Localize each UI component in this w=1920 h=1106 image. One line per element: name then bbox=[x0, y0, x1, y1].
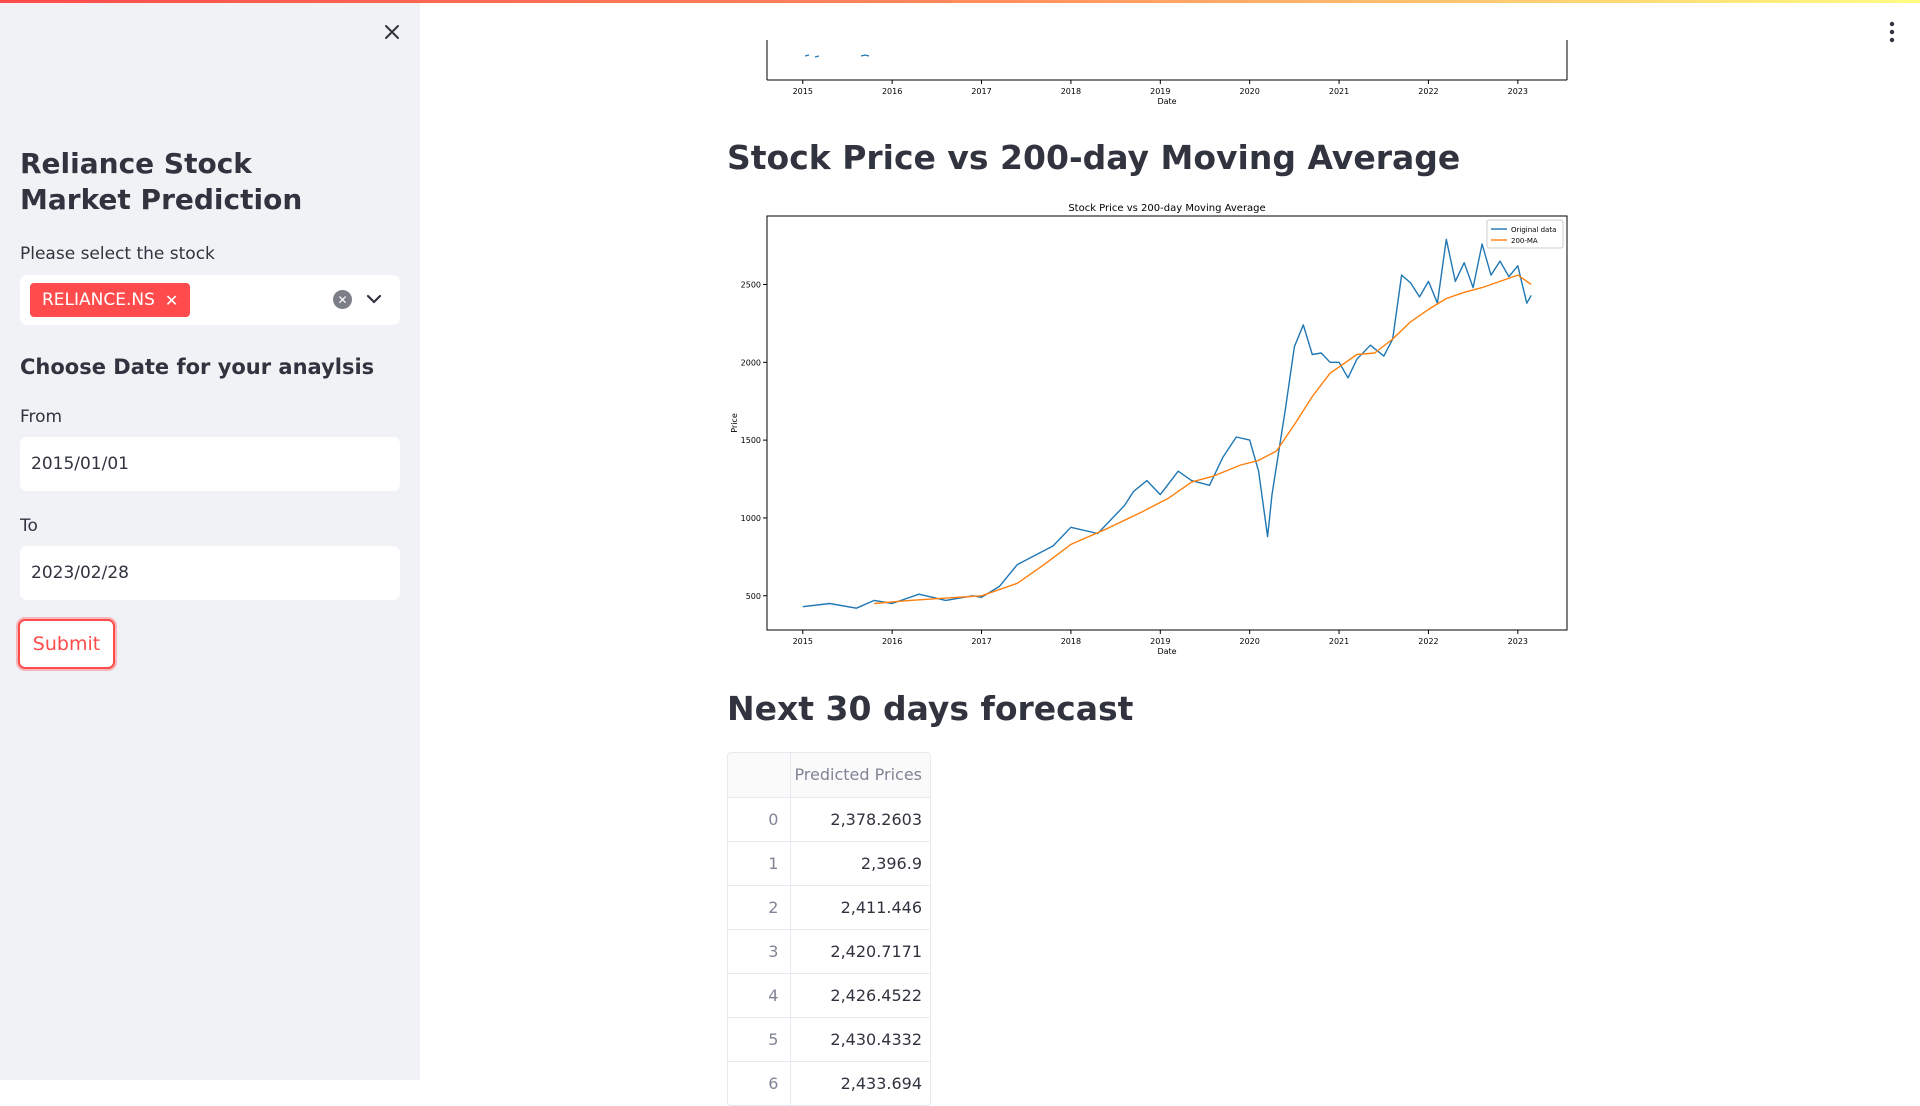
close-icon bbox=[385, 25, 399, 39]
row-index: 1 bbox=[728, 842, 792, 885]
x-tick-label: 2018 bbox=[1061, 87, 1081, 96]
row-index: 5 bbox=[728, 1018, 792, 1061]
series-line-200-ma bbox=[874, 274, 1532, 605]
x-tick-label: 2016 bbox=[882, 87, 902, 96]
date-section-heading: Choose Date for your anaylsis bbox=[20, 355, 375, 379]
x-tick-label: 2022 bbox=[1418, 87, 1438, 96]
from-date-input[interactable]: 2015/01/01 bbox=[20, 437, 400, 491]
x-tick-label: 2017 bbox=[971, 87, 991, 96]
legend-label: 200-MA bbox=[1511, 237, 1538, 245]
x-tick-label: 2021 bbox=[1329, 637, 1349, 646]
x-tick-label: 2022 bbox=[1418, 637, 1438, 646]
sidebar: Reliance Stock Market Prediction Please … bbox=[0, 0, 420, 1080]
previous-chart: 2015 2016 2017 2018 2019 2020 2021 2022 2023 Date bbox=[766, 40, 1568, 106]
y-axis-label: Price bbox=[730, 413, 739, 433]
x-tick-label: 2020 bbox=[1240, 87, 1260, 96]
more-options-icon[interactable] bbox=[1885, 20, 1899, 44]
top-decoration-bar bbox=[0, 0, 1920, 3]
x-tick-label: 2023 bbox=[1508, 87, 1528, 96]
y-tick-label: 500 bbox=[746, 592, 761, 601]
predicted-price-cell[interactable]: 2,420.7171 bbox=[830, 942, 922, 961]
table-row: 1 2,396.9 bbox=[728, 841, 930, 885]
legend-box bbox=[1486, 219, 1564, 249]
table-row: 5 2,430.4332 bbox=[728, 1017, 930, 1061]
y-tick-label: 2500 bbox=[741, 280, 761, 289]
sidebar-title: Reliance Stock Market Prediction bbox=[20, 147, 303, 216]
index-header-cell bbox=[728, 753, 792, 797]
forecast-section-heading: Next 30 days forecast bbox=[727, 689, 1134, 728]
y-tick-label: 1000 bbox=[741, 514, 761, 523]
y-tick-label: 2000 bbox=[741, 358, 761, 367]
x-axis-label: Date bbox=[1157, 97, 1176, 106]
row-index: 2 bbox=[728, 886, 792, 929]
predicted-price-cell[interactable]: 2,411.446 bbox=[840, 898, 922, 917]
x-tick-label: 2017 bbox=[971, 637, 991, 646]
predicted-price-cell[interactable]: 2,396.9 bbox=[860, 854, 922, 873]
ma-chart: Stock Price vs 200-day Moving Average 201… bbox=[730, 203, 1568, 656]
x-tick-label: 2016 bbox=[882, 637, 902, 646]
x-tick-label: 2015 bbox=[793, 637, 813, 646]
x-tick-label: 2020 bbox=[1240, 637, 1260, 646]
predicted-price-cell[interactable]: 2,378.2603 bbox=[830, 810, 922, 829]
table-row: 3 2,420.7171 bbox=[728, 929, 930, 973]
predicted-price-cell[interactable]: 2,433.694 bbox=[840, 1074, 922, 1093]
table-row: 2 2,411.446 bbox=[728, 885, 930, 929]
ma-section-heading: Stock Price vs 200-day Moving Average bbox=[727, 138, 1461, 177]
stock-multiselect[interactable]: RELIANCE.NS ✕ ✕ bbox=[20, 275, 400, 325]
selected-stock-chip: RELIANCE.NS ✕ bbox=[30, 283, 191, 317]
close-sidebar-button[interactable] bbox=[378, 18, 406, 46]
x-tick-label: 2021 bbox=[1329, 87, 1349, 96]
predicted-prices-header[interactable]: Predicted Prices bbox=[794, 765, 922, 784]
y-tick-label: 1500 bbox=[741, 436, 761, 445]
submit-button[interactable]: Submit bbox=[18, 619, 115, 669]
series-fragment bbox=[804, 54, 870, 58]
predicted-price-cell[interactable]: 2,430.4332 bbox=[830, 1030, 922, 1049]
chevron-down-icon[interactable] bbox=[364, 289, 384, 309]
series-line-original-data bbox=[802, 238, 1532, 609]
from-label: From bbox=[20, 407, 63, 427]
to-label: To bbox=[20, 516, 38, 536]
x-tick-label: 2018 bbox=[1061, 637, 1081, 646]
forecast-table: Predicted Prices 0 2,378.2603 1 2,396.9 … bbox=[727, 752, 931, 1106]
table-row: 6 2,433.694 bbox=[728, 1061, 930, 1105]
table-row: 0 2,378.2603 bbox=[728, 797, 930, 841]
x-tick-label: 2019 bbox=[1150, 87, 1170, 96]
table-row: 4 2,426.4522 bbox=[728, 973, 930, 1017]
remove-chip-icon[interactable]: ✕ bbox=[164, 290, 179, 310]
to-date-input[interactable]: 2023/02/28 bbox=[20, 546, 400, 600]
x-tick-label: 2023 bbox=[1508, 637, 1528, 646]
x-tick-label: 2019 bbox=[1150, 637, 1170, 646]
clear-selection-icon[interactable]: ✕ bbox=[333, 290, 352, 309]
row-index: 4 bbox=[728, 974, 792, 1017]
selected-stock-label: RELIANCE.NS bbox=[42, 290, 155, 310]
chart-title: Stock Price vs 200-day Moving Average bbox=[1068, 203, 1265, 214]
row-index: 0 bbox=[728, 798, 792, 841]
plot-frame bbox=[766, 215, 1568, 631]
x-tick-label: 2015 bbox=[793, 87, 813, 96]
stock-select-label: Please select the stock bbox=[20, 244, 215, 264]
legend-label: Original data bbox=[1511, 226, 1556, 234]
predicted-price-cell[interactable]: 2,426.4522 bbox=[830, 986, 922, 1005]
row-index: 3 bbox=[728, 930, 792, 973]
table-header-row: Predicted Prices bbox=[728, 753, 930, 797]
row-index: 6 bbox=[728, 1062, 792, 1105]
x-axis-label: Date bbox=[1157, 647, 1176, 656]
